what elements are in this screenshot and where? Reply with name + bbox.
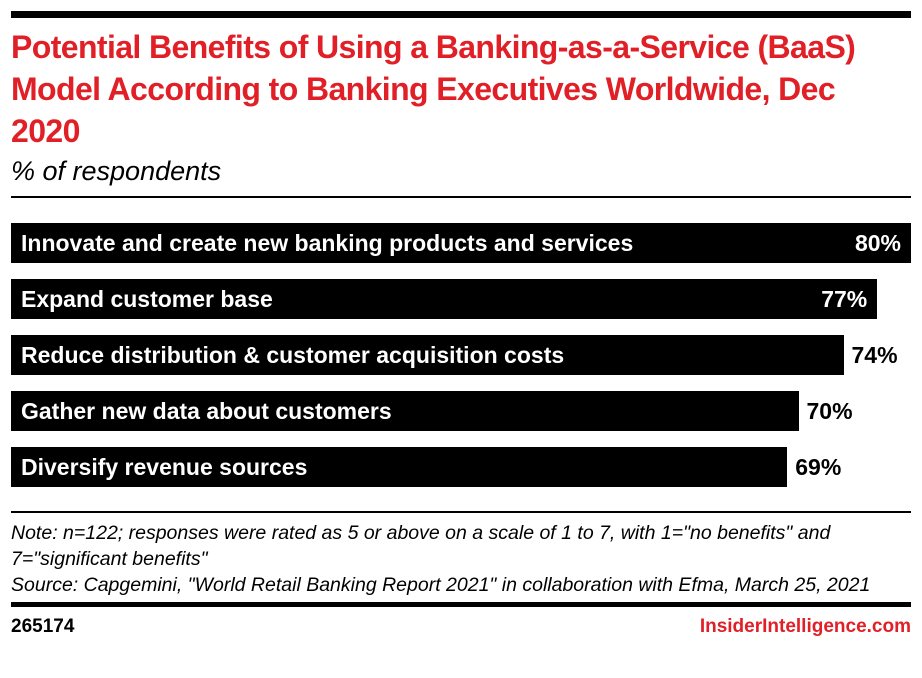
bar-value-label: 74% xyxy=(851,341,898,368)
bar-category-label: Reduce distribution & customer acquisiti… xyxy=(21,341,565,368)
bar-row: Diversify revenue sources 69% xyxy=(11,447,911,487)
chart-subtitle: % of respondents xyxy=(11,156,222,186)
bar: Innovate and create new banking products… xyxy=(11,223,911,263)
bar: Gather new data about customers xyxy=(11,391,799,431)
bar: Diversify revenue sources xyxy=(11,447,788,487)
bar-value-label: 77% xyxy=(821,285,868,312)
source-text: Source: Capgemini, "World Retail Banking… xyxy=(11,574,871,596)
chart-id: 265174 xyxy=(11,616,75,637)
bar-row: Gather new data about customers 70% xyxy=(11,391,911,431)
brand-name: InsiderIntelligence.com xyxy=(699,616,911,637)
bar-chart: Innovate and create new banking products… xyxy=(11,223,911,487)
footer: 265174 InsiderIntelligence.com xyxy=(11,616,911,638)
bar-value-label: 80% xyxy=(854,229,901,256)
chart-title: Potential Benefits of Using a Banking-as… xyxy=(11,29,856,149)
bar-value-label: 70% xyxy=(806,397,853,424)
bar-category-label: Gather new data about customers xyxy=(21,397,392,424)
bar-row: Expand customer base 77% xyxy=(11,279,911,319)
footnote-block: Note: n=122; responses were rated as 5 o… xyxy=(11,520,911,598)
bar-row: Innovate and create new banking products… xyxy=(11,223,911,263)
bar: Reduce distribution & customer acquisiti… xyxy=(11,335,844,375)
top-rule-bar xyxy=(11,11,911,18)
bar-category-label: Diversify revenue sources xyxy=(21,453,308,480)
bar-category-label: Expand customer base xyxy=(21,285,273,312)
bar-row: Reduce distribution & customer acquisiti… xyxy=(11,335,911,375)
divider-under-subtitle xyxy=(11,196,911,198)
bar: Expand customer base 77% xyxy=(11,279,878,319)
bar-value-label: 69% xyxy=(795,453,842,480)
chart-page: Potential Benefits of Using a Banking-as… xyxy=(0,11,922,638)
footer-rule-bar xyxy=(11,602,911,607)
divider-under-chart xyxy=(11,511,911,513)
bar-category-label: Innovate and create new banking products… xyxy=(21,229,634,256)
note-text: Note: n=122; responses were rated as 5 o… xyxy=(11,522,831,570)
